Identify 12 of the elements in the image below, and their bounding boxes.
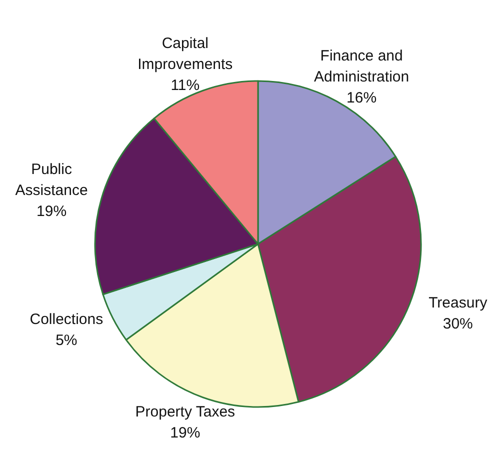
- slice-label: Treasury: [428, 294, 488, 312]
- data-label: 5%: [56, 332, 78, 349]
- slice-label: Property Taxes: [135, 403, 236, 420]
- data-label: 19%: [36, 202, 67, 220]
- slice-label: Finance and Administration: [314, 47, 410, 86]
- data-label: 19%: [170, 424, 200, 442]
- slice-label: Public Assistance: [15, 160, 88, 199]
- data-label: 30%: [442, 315, 473, 332]
- slice-label: Collections: [30, 310, 104, 328]
- slice-label: Capital Improvements: [138, 35, 233, 74]
- data-label: 11%: [170, 77, 200, 94]
- data-label: 16%: [346, 89, 377, 106]
